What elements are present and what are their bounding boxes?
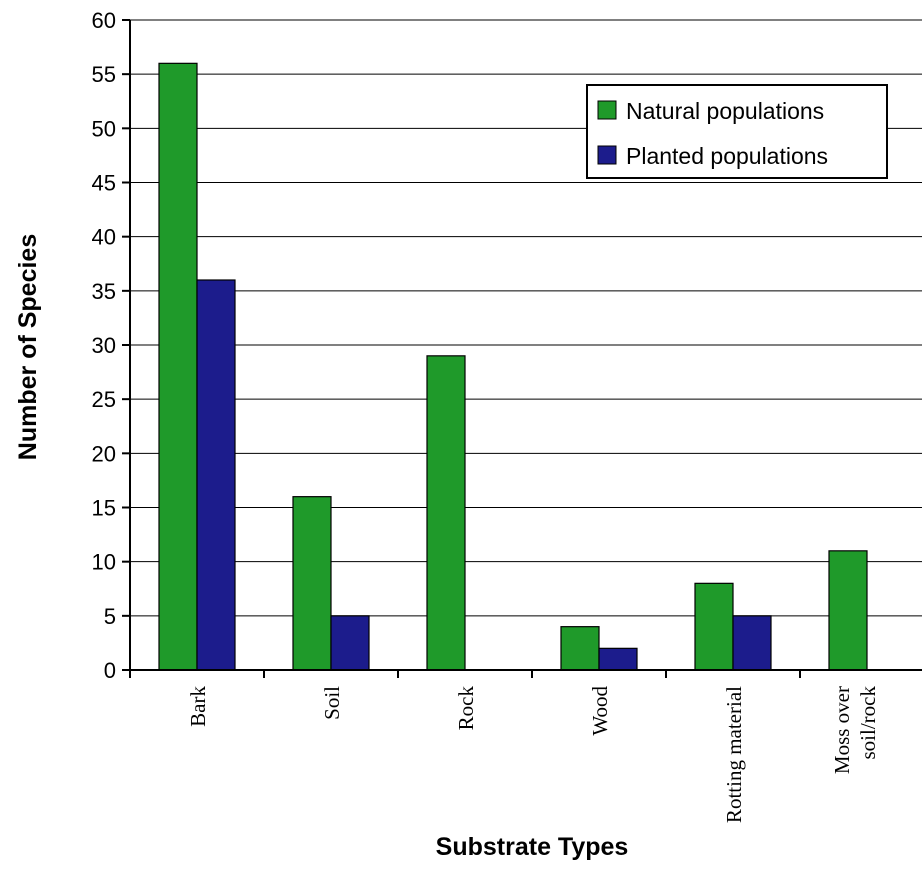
bar-planted: [598, 647, 638, 671]
x-tick-label: Rock: [454, 686, 478, 731]
legend-swatch-natural: [597, 100, 617, 120]
x-axis-title: Substrate Types: [436, 833, 629, 861]
y-tick-label: 55: [92, 62, 116, 87]
legend-label-natural: Natural populations: [626, 98, 824, 124]
x-tick-label: soil/rock: [856, 686, 880, 760]
legend-label-planted: Planted populations: [626, 143, 828, 169]
y-tick-label: 25: [92, 387, 116, 412]
y-tick-label: 30: [92, 333, 116, 358]
y-tick-label: 50: [92, 116, 116, 141]
bar-natural: [560, 626, 600, 671]
bar-planted: [196, 279, 236, 671]
bars: [158, 62, 868, 671]
y-tick-label: 10: [92, 550, 116, 575]
y-tick-label: 0: [104, 658, 116, 683]
y-axis-title: Number of Species: [14, 234, 42, 460]
bar-natural: [158, 62, 198, 671]
x-tick-label: Bark: [186, 686, 210, 727]
y-tick-label: 40: [92, 225, 116, 250]
bar-planted: [330, 615, 370, 671]
bar-natural: [426, 355, 466, 671]
legend: Natural populations Planted populations: [586, 84, 888, 179]
bar-natural: [292, 496, 332, 671]
x-tick-label: Moss over: [830, 686, 854, 774]
y-tick-label: 5: [104, 604, 116, 629]
tick-labels: 0 5 10 15 20 25 30 35 40 45 50 55 60 Bark Soil Rock Wood…: [92, 8, 880, 823]
bar-planted: [732, 615, 772, 671]
x-tick-label: Soil: [320, 686, 344, 720]
x-tick-label: Wood: [588, 686, 612, 736]
bar-natural: [828, 550, 868, 671]
bar-natural: [694, 582, 734, 671]
legend-box: [586, 84, 888, 179]
y-tick-label: 15: [92, 496, 116, 521]
x-tick-label: Rotting material: [722, 686, 746, 823]
y-tick-label: 45: [92, 171, 116, 196]
legend-swatch-planted: [597, 145, 617, 165]
y-tick-label: 60: [92, 8, 116, 33]
y-tick-label: 35: [92, 279, 116, 304]
y-tick-label: 20: [92, 441, 116, 466]
